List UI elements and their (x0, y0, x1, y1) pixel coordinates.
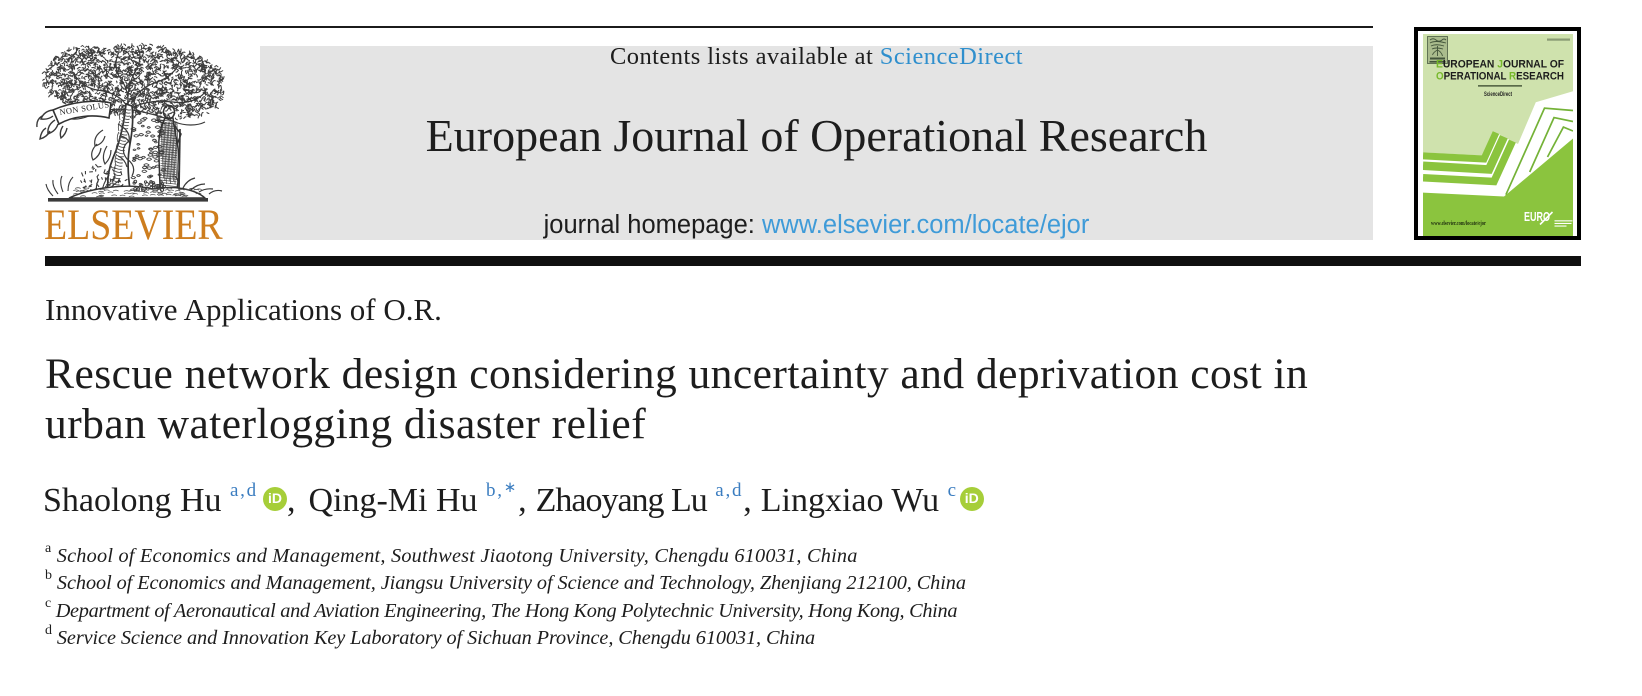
svg-text:EUROPEAN JOURNAL OF: EUROPEAN JOURNAL OF (1436, 59, 1564, 71)
svg-text:EURO: EURO (1524, 210, 1550, 224)
svg-text:ScienceDirect: ScienceDirect (1484, 91, 1513, 98)
svg-text:www.elsevier.com/locate/ejor: www.elsevier.com/locate/ejor (1431, 220, 1486, 227)
svg-text:OPERATIONAL RESEARCH: OPERATIONAL RESEARCH (1436, 71, 1564, 83)
